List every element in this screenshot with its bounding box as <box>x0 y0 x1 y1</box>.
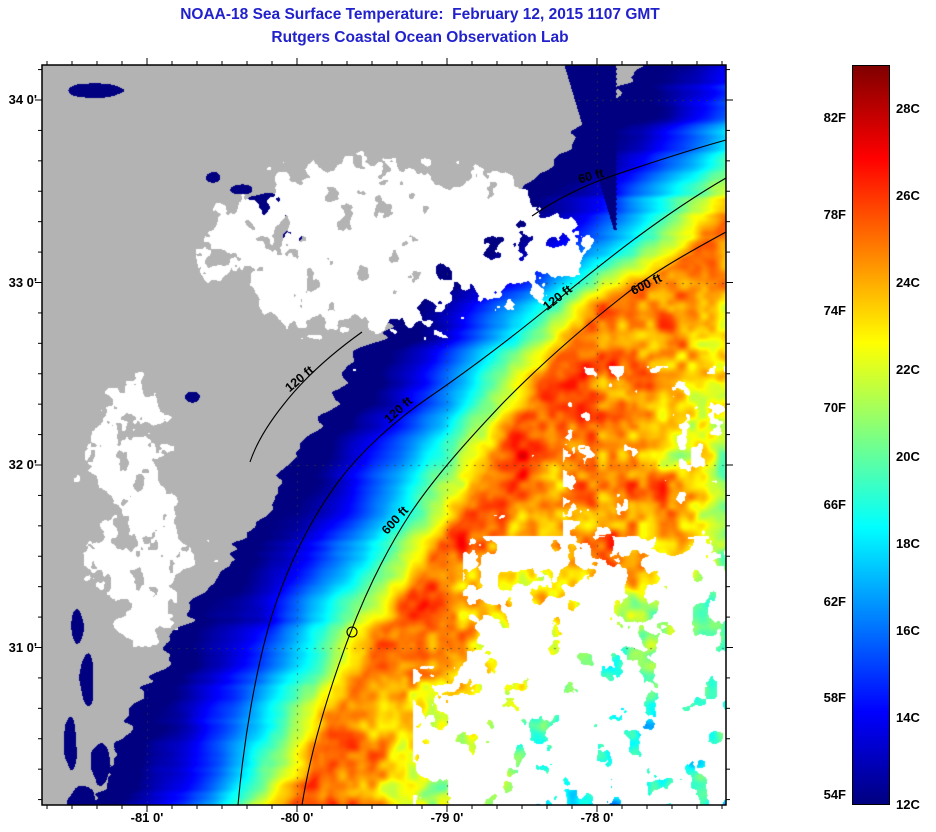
y-axis-tick-label: 34 0' <box>8 92 37 107</box>
colorbar-label-fahrenheit: 62F <box>823 593 846 609</box>
colorbar-label-celsius: 20C <box>896 448 920 464</box>
y-axis-tick-label: 31 0' <box>8 639 37 655</box>
colorbar <box>852 65 890 805</box>
colorbar-label-fahrenheit: 70F <box>823 400 846 416</box>
colorbar-label-celsius: 12C <box>896 796 920 812</box>
x-axis-tick-label: -80 0' <box>280 810 314 825</box>
colorbar-label-celsius: 26C <box>896 187 920 203</box>
colorbar-label-celsius: 22C <box>896 361 920 377</box>
sst-map-canvas <box>42 65 726 805</box>
colorbar-label-celsius: 28C <box>896 100 920 116</box>
figure-subtitle: Rutgers Coastal Ocean Observation Lab <box>271 29 569 46</box>
x-axis-tick-label: -81 0' <box>130 810 164 825</box>
colorbar-label-fahrenheit: 66F <box>823 496 846 512</box>
y-axis-tick-label: 32 0' <box>8 457 37 472</box>
x-axis-tick-label: -78 0' <box>580 810 614 825</box>
colorbar-label-fahrenheit: 54F <box>823 786 846 802</box>
colorbar-label-celsius: 14C <box>896 709 920 725</box>
colorbar-label-celsius: 18C <box>896 535 920 551</box>
colorbar-label-fahrenheit: 58F <box>823 690 846 706</box>
colorbar-label-celsius: 24C <box>896 274 920 290</box>
colorbar-label-fahrenheit: 78F <box>823 206 846 222</box>
colorbar-label-fahrenheit: 74F <box>823 303 846 319</box>
x-axis-tick-label: -79 0' <box>430 810 464 825</box>
figure-title: NOAA-18 Sea Surface Temperature: Februar… <box>180 6 660 23</box>
colorbar-label-celsius: 16C <box>896 622 920 638</box>
y-axis-tick-label: 33 0' <box>8 274 37 290</box>
colorbar-label-fahrenheit: 82F <box>823 110 846 125</box>
